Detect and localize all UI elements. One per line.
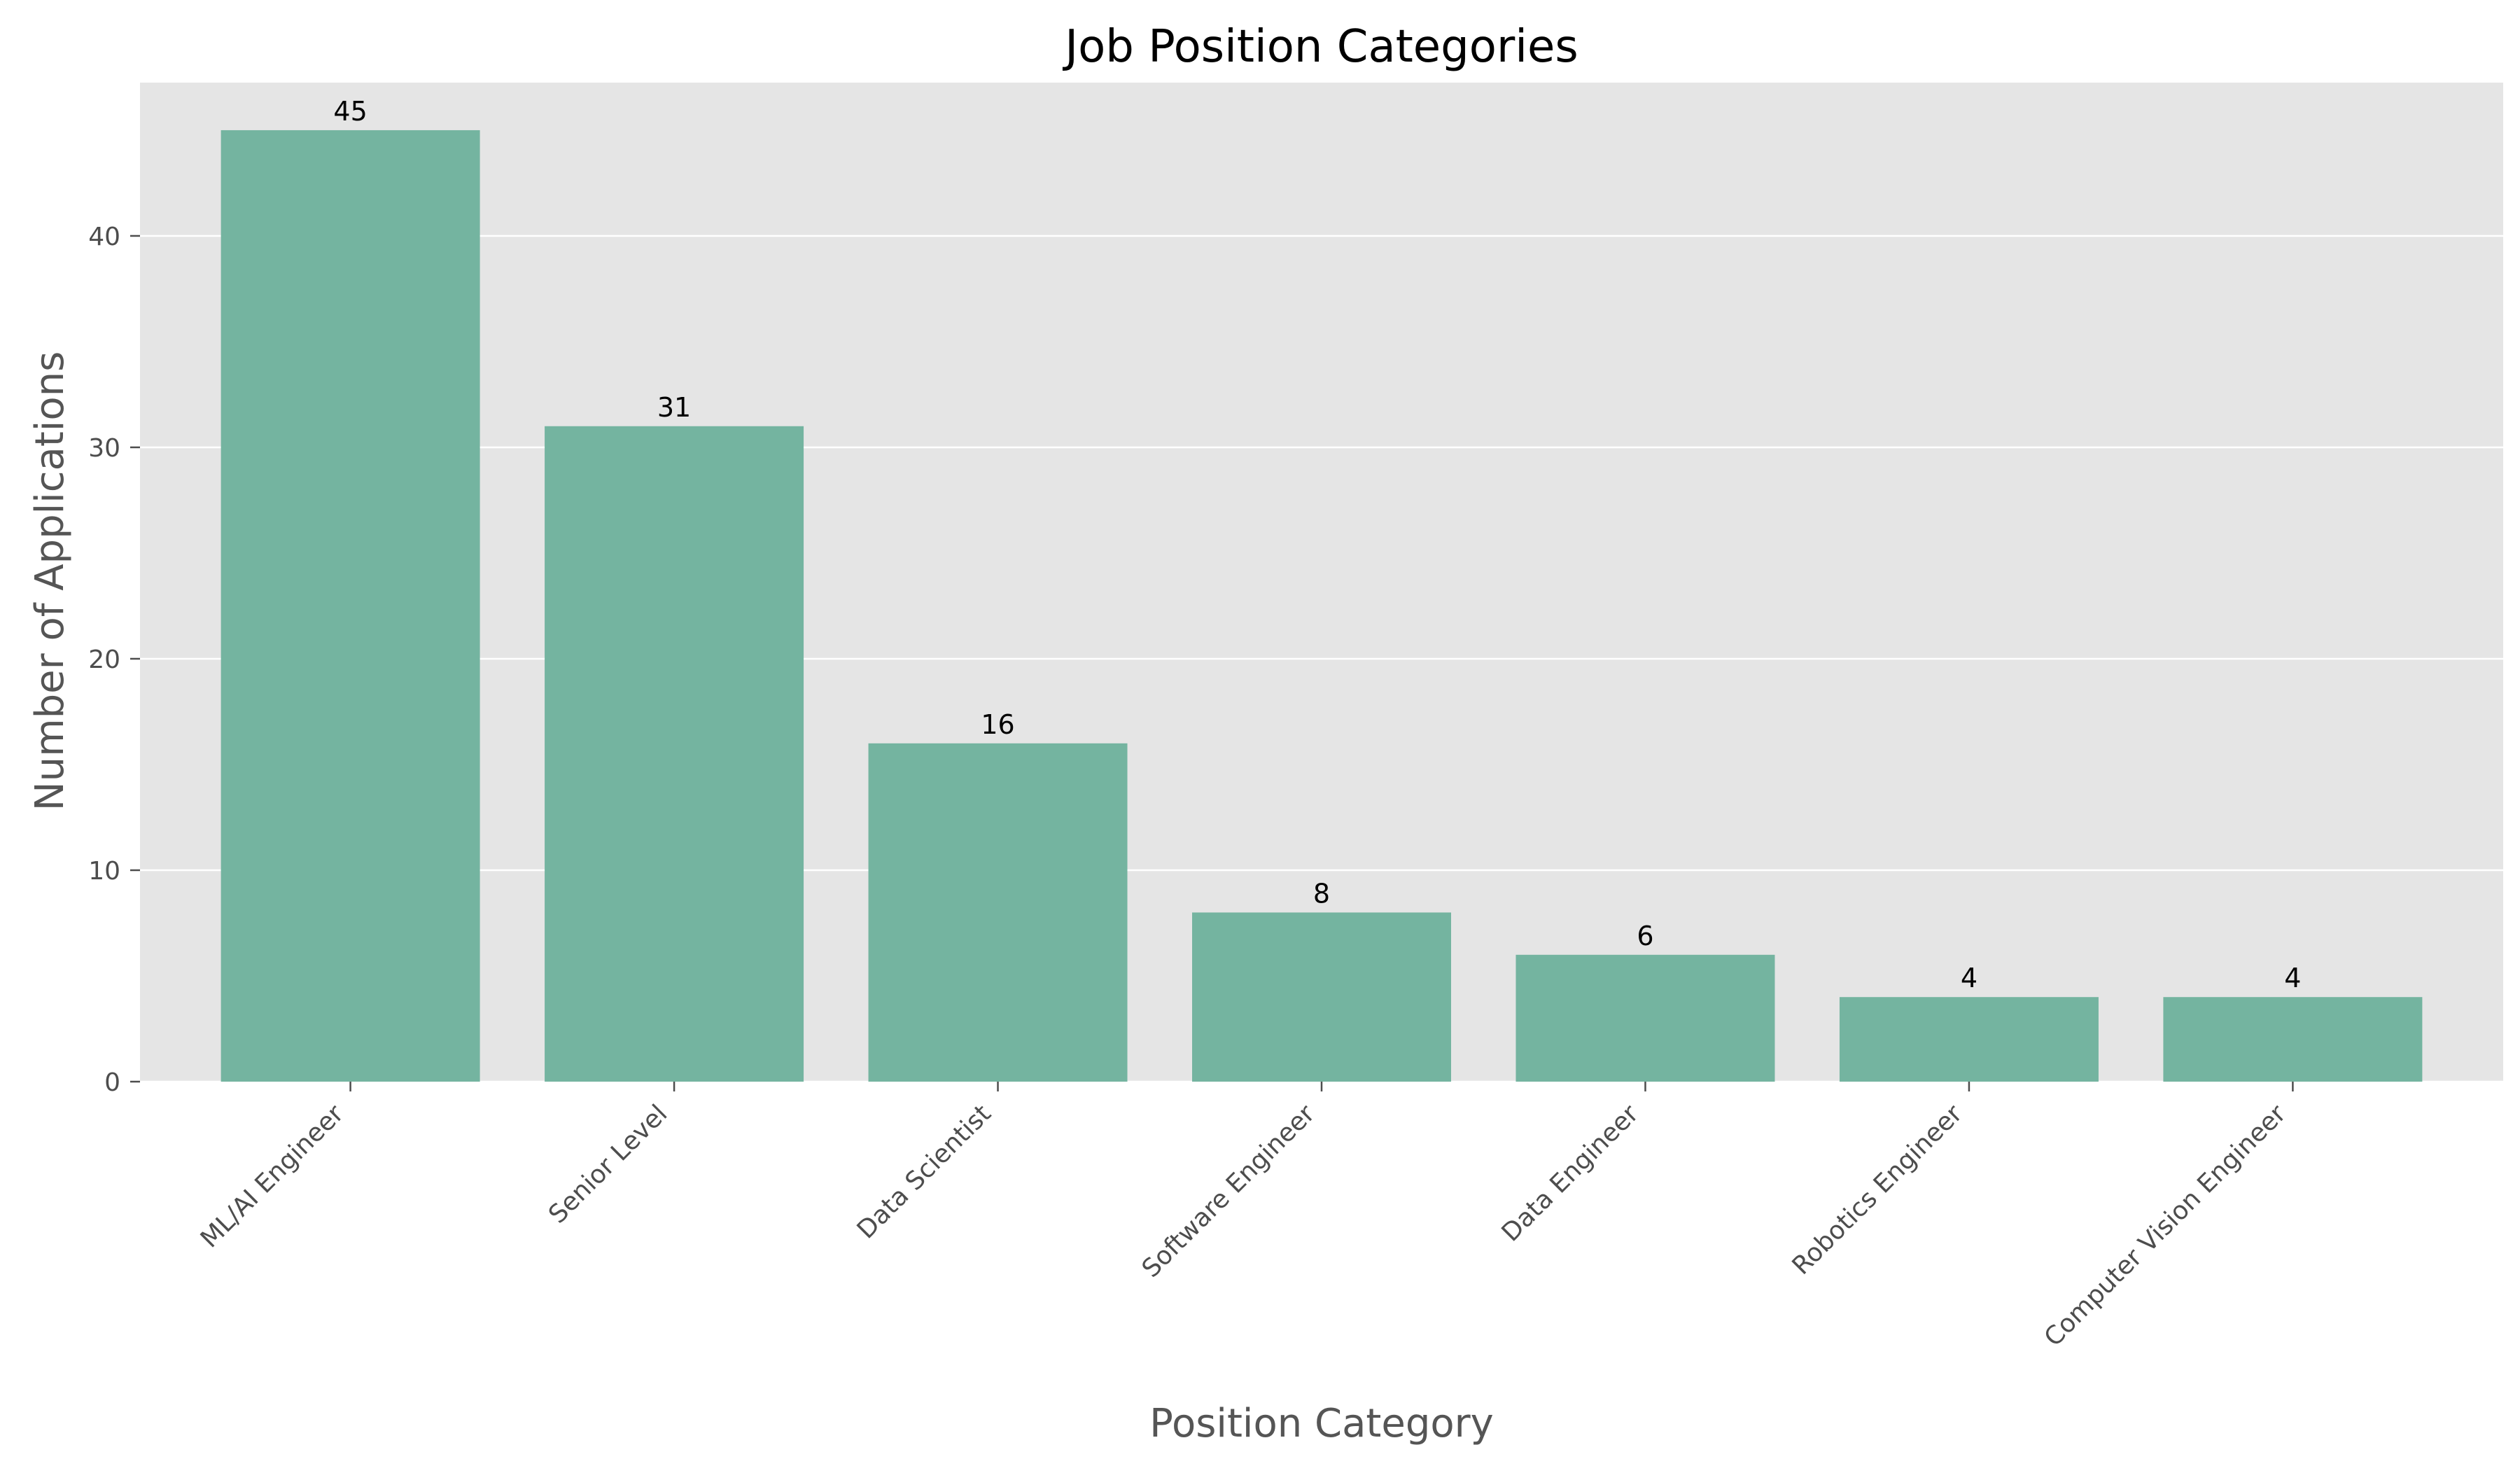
data-label: 4: [1961, 963, 1977, 993]
bar: [868, 743, 1128, 1082]
data-labels: 45 31 16 8 6 4 4: [333, 96, 2301, 993]
bar: [220, 130, 480, 1082]
y-axis-label: Number of Applications: [27, 351, 73, 811]
bar: [2163, 997, 2423, 1082]
data-label: 6: [1637, 921, 1653, 951]
y-axis: 0 10 20 30 40: [88, 223, 140, 1097]
y-tick-label: 10: [88, 857, 120, 886]
bar: [1192, 912, 1451, 1082]
y-tick-label: 30: [88, 434, 120, 463]
y-tick-label: 0: [104, 1068, 120, 1097]
x-axis-label: Position Category: [1149, 1401, 1494, 1446]
bars: [220, 130, 2423, 1082]
y-tick-label: 40: [88, 223, 120, 251]
chart-title: Job Position Categories: [1062, 21, 1578, 73]
bar: [545, 426, 804, 1082]
bar: [1516, 954, 1775, 1082]
data-label: 31: [657, 392, 691, 423]
data-label: 45: [333, 96, 367, 127]
data-label: 16: [981, 709, 1014, 740]
bar: [1839, 997, 2099, 1082]
y-tick-label: 20: [88, 645, 120, 674]
data-label: 8: [1313, 878, 1330, 909]
data-label: 4: [2284, 963, 2301, 993]
